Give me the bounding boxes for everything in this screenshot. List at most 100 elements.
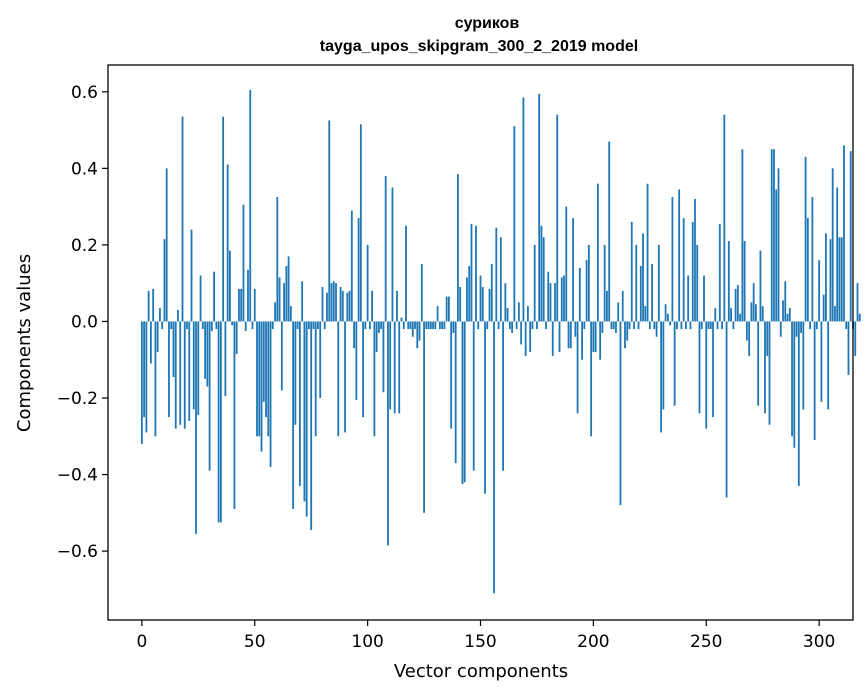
bar — [195, 321, 197, 534]
bar — [328, 120, 331, 322]
bar — [822, 294, 825, 322]
bar — [788, 308, 791, 322]
bar — [795, 321, 798, 337]
bar — [262, 321, 265, 402]
bar — [265, 321, 267, 418]
x-tick-label: 300 — [803, 632, 835, 652]
bar — [450, 321, 453, 429]
plot-area-frame — [107, 64, 854, 621]
bar — [764, 321, 766, 414]
bar — [858, 313, 861, 322]
bar — [856, 283, 859, 322]
bar — [432, 321, 434, 330]
bar — [845, 321, 848, 330]
bar — [520, 321, 523, 345]
bar — [843, 145, 845, 322]
bar — [188, 321, 191, 421]
bar — [283, 283, 285, 322]
bar — [317, 321, 319, 330]
bar — [156, 321, 159, 353]
bar — [542, 237, 545, 322]
bar — [423, 321, 425, 513]
bar — [497, 321, 500, 330]
chart-title: суриков — [455, 15, 520, 32]
bar — [727, 241, 730, 322]
bar — [723, 114, 726, 322]
bar — [206, 321, 209, 387]
bar — [391, 187, 394, 322]
y-tick-label: −0.6 — [57, 542, 98, 562]
bar — [721, 321, 723, 330]
bar — [466, 277, 468, 322]
bar — [452, 321, 455, 333]
bar — [161, 321, 164, 330]
bar — [274, 302, 276, 322]
bar — [504, 283, 507, 322]
bar — [533, 244, 536, 322]
bar — [773, 149, 775, 322]
bar — [524, 321, 527, 356]
bar — [745, 321, 748, 341]
bar — [443, 321, 446, 330]
bar — [235, 321, 238, 354]
bar — [217, 321, 220, 523]
bar — [190, 229, 193, 322]
bar — [657, 244, 660, 322]
bar — [321, 287, 324, 322]
bar — [231, 321, 234, 326]
bar — [463, 321, 466, 483]
bar — [140, 321, 143, 444]
bar — [427, 321, 430, 330]
bar — [380, 321, 383, 330]
bar — [269, 321, 272, 467]
x-tick-label: 0 — [136, 632, 147, 652]
bar — [617, 302, 620, 322]
bar — [364, 321, 367, 330]
bar — [400, 317, 403, 322]
y-tick-label: −0.2 — [57, 389, 98, 409]
x-tick-label: 250 — [690, 632, 722, 652]
bar — [671, 197, 674, 322]
bar — [280, 321, 283, 391]
bar — [149, 321, 152, 364]
bar — [224, 321, 227, 397]
bar — [436, 306, 439, 322]
bar — [470, 223, 473, 322]
x-tick-label: 100 — [351, 632, 383, 652]
bar — [703, 275, 705, 322]
bar — [256, 321, 258, 437]
bar — [572, 218, 574, 322]
bar — [233, 321, 236, 509]
bar — [303, 321, 306, 502]
bar — [834, 306, 836, 322]
bar — [624, 321, 626, 349]
bar — [678, 189, 681, 322]
bar — [479, 275, 482, 322]
bar — [578, 267, 581, 322]
bar — [700, 321, 703, 330]
bar — [648, 321, 651, 330]
bar — [809, 321, 812, 330]
bar — [709, 321, 712, 330]
bar — [673, 321, 676, 406]
bar — [267, 321, 270, 437]
bar — [407, 321, 410, 330]
bar — [653, 321, 656, 330]
bar — [610, 321, 613, 330]
bar — [854, 321, 857, 356]
bar — [244, 321, 247, 332]
bar — [486, 321, 489, 330]
bar — [201, 321, 204, 330]
bar — [574, 321, 577, 337]
bar — [838, 237, 841, 322]
bar — [768, 321, 771, 425]
bar — [782, 300, 784, 322]
bar — [529, 321, 532, 353]
bar — [775, 189, 778, 322]
bar — [447, 296, 450, 322]
bar — [793, 321, 796, 448]
bar — [556, 114, 559, 322]
bar — [508, 321, 511, 330]
bar — [242, 204, 245, 322]
bar — [576, 321, 579, 414]
